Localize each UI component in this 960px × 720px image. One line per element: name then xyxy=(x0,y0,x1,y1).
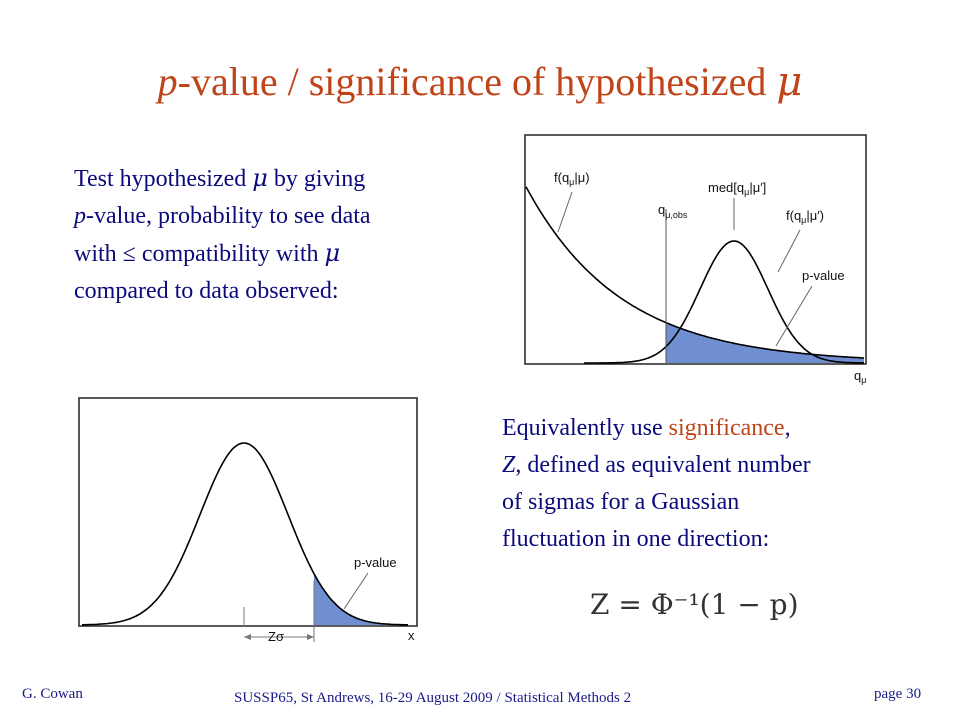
plot1-pvalue-arrow xyxy=(775,285,813,347)
significance-description: Equivalently use significance, Z, define… xyxy=(502,415,811,552)
median-label: med[qμ|μ′] xyxy=(708,180,766,197)
pvalue-shaded-area xyxy=(666,322,864,363)
plot2-pvalue-arrow xyxy=(343,572,369,610)
test-statistic-plot: f(qμ|μ) qμ,obs med[qμ|μ′] f(qμ|μ′) p-val… xyxy=(524,134,867,385)
plot2-pvalue-label: p-value xyxy=(354,555,397,570)
f-q-muprime-curve xyxy=(584,240,864,364)
tail-shaded-area xyxy=(314,573,408,625)
plot2-frame xyxy=(78,397,418,627)
footer-event: SUSSP65, St Andrews, 16-29 August 2009 /… xyxy=(234,690,632,706)
f-q-mu-arrow xyxy=(557,191,573,233)
f-q-mu-label: f(qμ|μ) xyxy=(554,170,590,187)
zsigma-label: Zσ xyxy=(268,629,284,644)
plot1-axis-label: qμ xyxy=(854,368,866,385)
zsigma-arrowhead-left xyxy=(244,634,251,640)
significance-equation: Z = Φ⁻¹(1 − p) xyxy=(590,588,799,621)
plot2-axis-label: x xyxy=(408,628,415,643)
f-q-muprime-arrow xyxy=(777,229,801,273)
slide-title: p-value / significance of hypothesized μ xyxy=(157,59,803,105)
gaussian-curve xyxy=(82,442,408,626)
zsigma-arrowhead-right xyxy=(307,634,314,640)
plot1-pvalue-label: p-value xyxy=(802,268,845,283)
qobs-label: qμ,obs xyxy=(658,202,688,220)
f-q-mu-curve xyxy=(525,186,865,359)
gaussian-significance-plot: Zσ p-value x xyxy=(78,397,418,644)
plot1-frame xyxy=(524,134,867,365)
footer-author: G. Cowan xyxy=(22,686,83,702)
pvalue-description: Test hypothesized μ by giving p-value, p… xyxy=(74,164,371,304)
f-q-muprime-label: f(qμ|μ′) xyxy=(786,208,824,225)
footer-page-number: page 30 xyxy=(874,686,922,702)
